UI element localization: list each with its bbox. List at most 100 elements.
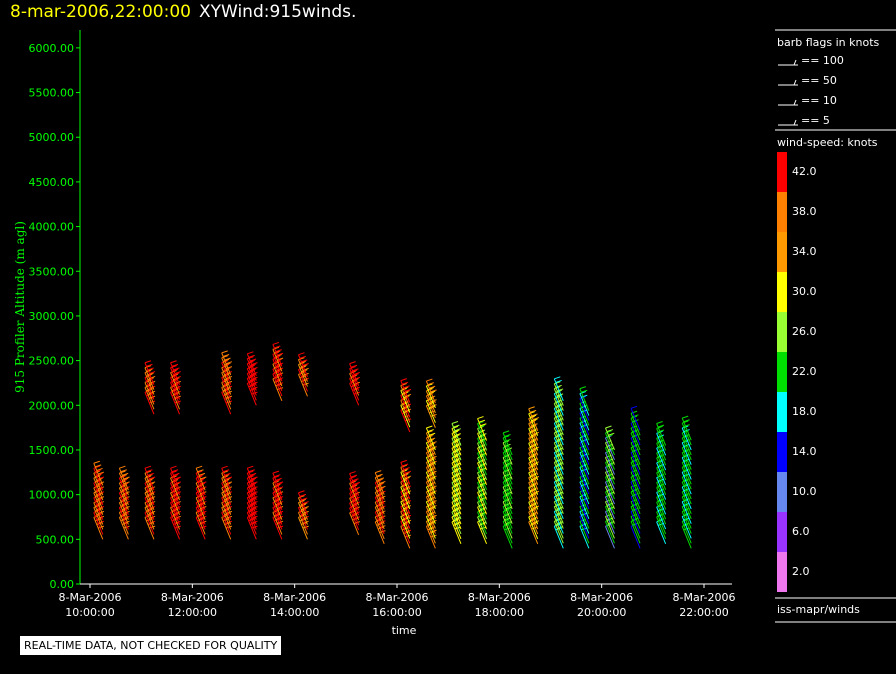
- wind-barb-feather: [349, 370, 356, 374]
- wind-barb-feather: [149, 371, 156, 375]
- wind-barb-feather: [502, 430, 510, 434]
- wind-barb-feather: [221, 470, 228, 474]
- y-tick-label: 0.00: [50, 578, 75, 591]
- wind-barb-feather: [174, 491, 181, 495]
- wind-barb-feather: [379, 505, 386, 509]
- wind-barb-staff: [579, 442, 590, 465]
- wind-barb-feather: [122, 472, 129, 476]
- wind-barb-feather: [682, 415, 689, 419]
- wind-barb-feather: [480, 433, 487, 437]
- wind-barb-feather: [477, 425, 484, 429]
- wind-barb-feather: [682, 420, 689, 424]
- wind-barb-feather: [353, 481, 360, 485]
- wind-barb-feather: [480, 423, 487, 427]
- y-tick-label: 2000.00: [29, 399, 75, 412]
- wind-barb-staff: [579, 516, 590, 539]
- wind-barb-feather: [225, 491, 233, 495]
- wind-barb-feather: [123, 515, 130, 519]
- wind-barb-feather: [197, 474, 204, 478]
- wind-barb-feather: [123, 496, 130, 500]
- wind-barb-feather: [275, 349, 282, 353]
- y-tick-label: 3000.00: [29, 310, 75, 323]
- wind-barb-feather: [222, 354, 230, 357]
- barb-legend-flag: [793, 79, 797, 86]
- wind-barb-feather: [529, 409, 537, 413]
- wind-barb-feather: [377, 477, 385, 481]
- wind-barb-feather: [272, 351, 280, 355]
- wind-barb-feather: [97, 520, 105, 524]
- wind-barb-feather: [299, 498, 307, 502]
- wind-barb-feather: [248, 359, 255, 363]
- wind-barb-feather: [251, 476, 258, 480]
- wind-barb-feather: [579, 386, 587, 390]
- wind-barb-feather: [298, 495, 305, 499]
- wind-barb-feather: [581, 389, 588, 393]
- wind-barb-feather: [251, 520, 258, 524]
- wind-barb-feather: [429, 395, 436, 399]
- wind-barb-feather: [276, 382, 284, 386]
- wind-barb-feather: [97, 515, 105, 519]
- source-label: iss-mapr/winds: [777, 603, 860, 616]
- x-tick-time: 16:00:00: [372, 606, 421, 619]
- wind-barb-feather: [579, 391, 587, 395]
- wind-barb-feather: [504, 434, 511, 437]
- wind-barb-feather: [477, 421, 484, 424]
- wind-barb-feather: [174, 520, 181, 524]
- wind-barb-feather: [149, 390, 156, 394]
- wind-barb-feather: [248, 354, 255, 358]
- wind-barb-feather: [225, 390, 233, 394]
- wind-barb-feather: [352, 478, 359, 482]
- wind-barb-staff: [604, 496, 615, 519]
- wind-barb-feather: [200, 505, 207, 509]
- wind-barb-feather: [426, 425, 433, 429]
- color-scale-swatch: [777, 552, 787, 592]
- wind-barb-feather: [502, 440, 510, 444]
- wind-barb-feather: [171, 474, 179, 478]
- wind-barb-feather: [144, 470, 152, 474]
- wind-barb-feather: [276, 486, 284, 490]
- wind-barb-feather: [353, 381, 360, 385]
- wind-barb-feather: [149, 520, 156, 524]
- wind-barb-feather: [225, 515, 233, 519]
- wind-barb-feather: [453, 424, 460, 428]
- wind-barb-staff: [630, 408, 641, 431]
- y-tick-label: 6000.00: [29, 42, 75, 55]
- wind-barb-feather: [349, 361, 356, 365]
- wind-barb-feather: [430, 389, 437, 393]
- color-scale-swatch: [777, 392, 787, 432]
- wind-barb-feather: [505, 447, 513, 451]
- wind-barb-feather: [149, 476, 156, 480]
- wind-barb-feather: [97, 525, 105, 529]
- wind-barb-feather: [404, 408, 412, 412]
- wind-barb-feather: [275, 487, 282, 491]
- wind-barb-feather: [173, 472, 180, 476]
- wind-barb-feather: [298, 490, 305, 494]
- wind-barb-feather: [147, 377, 154, 381]
- color-scale-swatch: [777, 512, 787, 552]
- wind-barb-feather: [451, 421, 459, 424]
- wind-barb-feather: [123, 486, 130, 490]
- wind-barb-feather: [123, 491, 130, 495]
- wind-barb-feather: [274, 355, 281, 359]
- legend-panel: barb flags in knots == 100 == 50 == 10 == 5 w…: [775, 29, 896, 623]
- wind-barb-feather: [249, 363, 257, 367]
- wind-barb-feather: [404, 470, 412, 474]
- wind-barb-feather: [147, 472, 154, 476]
- wind-barb-feather: [123, 501, 130, 505]
- wind-barb-feather: [122, 482, 129, 486]
- wind-barb-feather: [554, 381, 561, 385]
- wind-barb-feather: [247, 470, 254, 474]
- wind-barb-staff: [604, 526, 615, 549]
- wind-barb-feather: [375, 479, 382, 483]
- wind-barb-feather: [379, 500, 386, 504]
- wind-barb-feather: [402, 463, 409, 467]
- wind-barb-feather: [222, 363, 230, 367]
- wind-barb-feather: [400, 469, 407, 473]
- wind-barb-feather: [478, 424, 486, 428]
- wind-barb-feather: [379, 515, 386, 519]
- wind-barb-feather: [174, 476, 181, 480]
- wind-barb-feather: [276, 357, 284, 361]
- wind-barb-staff: [630, 481, 641, 505]
- color-scale-label: 30.0: [792, 285, 817, 298]
- wind-barb-feather: [225, 361, 233, 365]
